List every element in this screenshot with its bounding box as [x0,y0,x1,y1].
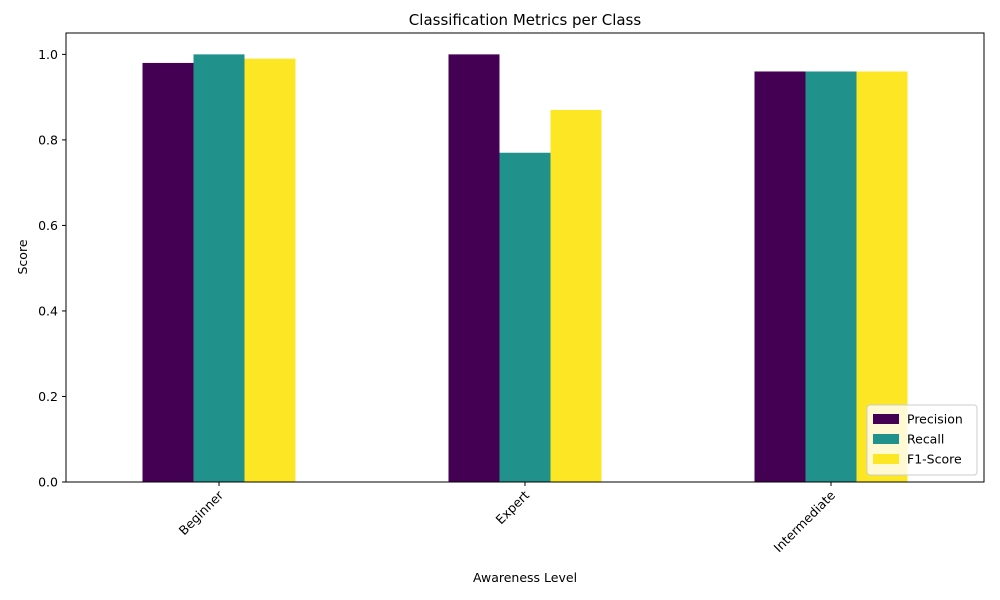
y-tick-label: 0.4 [38,303,58,318]
y-tick-label: 1.0 [38,47,58,62]
legend-label-precision: Precision [907,412,963,427]
chart-title: Classification Metrics per Class [409,11,642,29]
x-axis-label: Awareness Level [473,570,577,585]
legend-label-recall: Recall [907,432,944,447]
bar-recall-intermediate [805,71,857,482]
x-tick-label-beginner: Beginner [176,487,227,538]
bar-precision-beginner [142,62,194,482]
bar-precision-intermediate [754,71,806,482]
y-tick-label: 0.0 [38,475,58,490]
y-tick-label: 0.8 [38,132,58,147]
y-tick-label: 0.6 [38,218,58,233]
legend-label-f1-score: F1-Score [907,452,962,467]
bar-f1-score-expert [550,109,602,482]
legend-swatch-recall [873,434,899,444]
bars-layer [142,54,908,483]
x-tick-label-intermediate: Intermediate [770,487,838,555]
bar-recall-expert [499,152,551,482]
bar-precision-expert [448,54,500,482]
bar-recall-beginner [193,54,245,482]
legend-swatch-precision [873,414,899,424]
legend-swatch-f1-score [873,454,899,464]
y-tick-label: 0.2 [38,389,58,404]
y-axis: 0.0 0.2 0.4 0.6 0.8 1.0 [38,47,66,490]
x-axis: Beginner Expert Intermediate [176,482,838,555]
bar-f1-score-beginner [244,58,296,483]
legend: Precision Recall F1-Score [866,404,978,476]
y-axis-label: Score [15,239,30,274]
x-tick-label-expert: Expert [493,487,533,527]
